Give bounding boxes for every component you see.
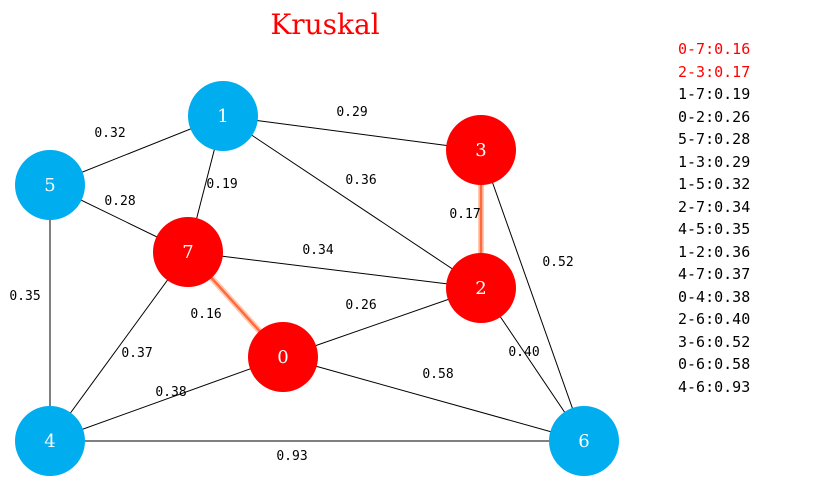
sorted-edge-item: 4-6:0.93: [678, 377, 751, 396]
edge-weight-label-4-6: 0.93: [276, 449, 307, 464]
edge-weight-label-7-0: 0.16: [190, 307, 221, 322]
node-circle-2: [446, 253, 516, 323]
edge-1-2: [222, 115, 482, 289]
node-circle-3: [446, 115, 516, 185]
sorted-edge-item: 4-5:0.35: [678, 220, 751, 238]
sorted-edge-item: 0-4:0.38: [678, 287, 751, 306]
edge-3-6: [480, 149, 585, 442]
sorted-edge-list: 0-7:0.16 2-3:0.17 1-7:0.19 0-2:0.26 5-7:0.28…: [678, 38, 750, 398]
node-circle-4: [15, 406, 85, 476]
edge-0-6: [282, 356, 585, 442]
edge-1-3: [222, 115, 482, 151]
edge-weight-label-7-2: 0.34: [302, 243, 333, 258]
edge-7-4: [49, 251, 189, 442]
node-label-4: 4: [44, 431, 55, 452]
edge-weight-label-1-7: 0.19: [206, 177, 237, 192]
sorted-edge-item: 1-3:0.29: [678, 152, 751, 171]
node-circle-7: [153, 217, 223, 287]
edge-weight-label-0-4: 0.38: [155, 385, 186, 400]
node-label-1: 1: [217, 106, 228, 127]
node-6: 6: [549, 406, 619, 476]
edge-weight-label-5-7: 0.28: [104, 194, 135, 209]
edge-0-4: [49, 356, 284, 442]
edge-weight-label-1-2: 0.36: [345, 173, 376, 188]
node-3: 3: [446, 115, 516, 185]
sorted-edge-item: 0-2:0.26: [678, 107, 751, 126]
sorted-edge-item: 4-7:0.37: [678, 265, 751, 283]
edge-labels-layer: 0.32 0.29 0.19 0.36 0.28 0.35 0.17 0.52 0.34 0.16…: [9, 105, 573, 464]
node-7: 7: [153, 217, 223, 287]
node-0: 0: [248, 322, 318, 392]
node-label-7: 7: [182, 242, 193, 263]
edge-weight-label-3-6: 0.52: [542, 255, 573, 270]
edge-7-2: [187, 251, 482, 289]
sorted-edge-item: 0-6:0.58: [678, 355, 751, 373]
nodes-layer: 0 1 2 3 4 5 6 7: [15, 81, 619, 476]
sorted-edge-item: 3-6:0.52: [678, 332, 751, 351]
node-5: 5: [15, 150, 85, 220]
sorted-edge-item: 2-6:0.40: [678, 310, 751, 328]
edge-weight-label-7-4: 0.37: [121, 346, 152, 361]
diagram-title: Kruskal: [270, 8, 379, 41]
sorted-edge-item: 5-7:0.28: [678, 130, 751, 148]
sorted-edge-item: 1-2:0.36: [678, 242, 751, 261]
edge-weight-label-0-6: 0.58: [422, 367, 453, 382]
node-circle-5: [15, 150, 85, 220]
edge-weight-label-0-2: 0.26: [345, 298, 376, 313]
node-label-5: 5: [44, 175, 55, 196]
sorted-edge-item: 2-7:0.34: [678, 197, 751, 216]
edge-weight-label-5-4: 0.35: [9, 289, 40, 304]
edge-weight-label-1-3: 0.29: [336, 105, 367, 120]
node-circle-6: [549, 406, 619, 476]
sorted-edge-item-selected: 0-7:0.16: [678, 40, 751, 58]
node-label-6: 6: [578, 431, 589, 452]
node-circle-1: [188, 81, 258, 151]
edge-weight-label-1-5: 0.32: [94, 126, 125, 141]
node-4: 4: [15, 406, 85, 476]
node-2: 2: [446, 253, 516, 323]
node-circle-0: [248, 322, 318, 392]
node-1: 1: [188, 81, 258, 151]
edge-weight-label-2-6: 0.40: [508, 345, 539, 360]
sorted-edge-item: 1-5:0.32: [678, 175, 751, 193]
node-label-3: 3: [475, 140, 486, 161]
edge-weight-label-3-2: 0.17: [449, 207, 480, 222]
sorted-edge-item: 1-7:0.19: [678, 85, 751, 103]
sorted-edge-item-selected: 2-3:0.17: [678, 62, 751, 81]
node-label-0: 0: [277, 347, 288, 368]
node-label-2: 2: [475, 278, 486, 299]
